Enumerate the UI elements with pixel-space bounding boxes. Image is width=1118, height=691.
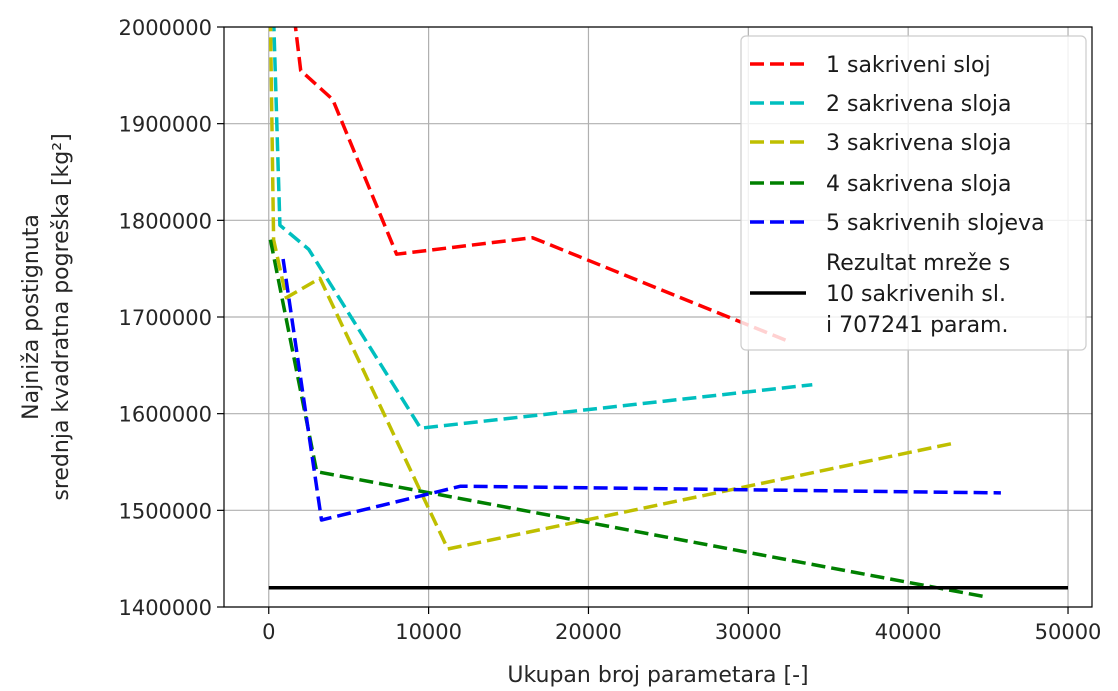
legend-label-6-line-2: 10 sakrivenih sl. — [826, 282, 1006, 307]
x-tick-label: 40000 — [875, 620, 942, 644]
legend-label-5: 5 sakrivenih slojeva — [826, 211, 1045, 236]
y-tick-label: 1800000 — [118, 209, 212, 233]
series-4-line — [268, 239, 989, 600]
y-axis-label: Najniža postignuta srednja kvadratna pog… — [19, 133, 74, 500]
y-axis: 1400000 1500000 1600000 1700000 1800000 19000… — [118, 16, 224, 620]
series-5-line — [281, 258, 1001, 522]
y-tick-label: 2000000 — [118, 16, 212, 40]
y-tick-label: 1700000 — [118, 306, 212, 330]
legend-label-2: 2 sakrivena sloja — [826, 92, 1011, 117]
legend-label-6-line-3: i 707241 param. — [826, 313, 1008, 338]
legend-frame — [740, 35, 1087, 351]
legend-label-3: 3 sakrivena sloja — [826, 131, 1011, 156]
x-axis: 0 10000 20000 30000 40000 50000 — [262, 607, 1101, 644]
y-tick-label: 1600000 — [118, 403, 212, 427]
x-tick-label: 50000 — [1035, 620, 1102, 644]
x-tick-label: 0 — [262, 620, 275, 644]
x-tick-label: 20000 — [555, 620, 622, 644]
x-tick-label: 10000 — [395, 620, 462, 644]
y-tick-label: 1900000 — [118, 113, 212, 137]
series-layer — [268, 27, 1068, 600]
series-1-line — [293, 27, 789, 343]
y-axis-label-line-1: Najniža postignuta — [19, 214, 44, 420]
x-axis-label: Ukupan broj parametara [-] — [507, 663, 808, 688]
series-3-line — [268, 27, 957, 551]
legend-label-1: 1 sakriveni sloj — [826, 53, 991, 78]
y-tick-label: 1500000 — [118, 499, 212, 523]
y-tick-label: 1400000 — [118, 596, 212, 620]
x-tick-label: 30000 — [715, 620, 782, 644]
series-2-line — [272, 27, 813, 430]
legend-label-4: 4 sakrivena sloja — [826, 172, 1011, 197]
y-axis-label-line-2: srednja kvadratna pogreška [kg²] — [49, 133, 74, 500]
legend-label-6-line-1: Rezultat mreže s — [826, 251, 1010, 276]
legend: 1 sakriveni sloj 2 sakrivena sloja 3 sak… — [740, 35, 1087, 351]
